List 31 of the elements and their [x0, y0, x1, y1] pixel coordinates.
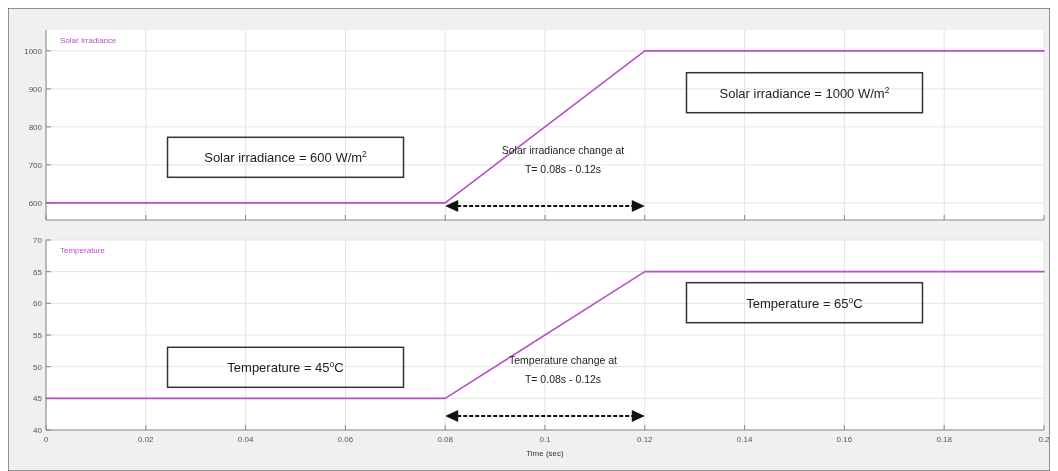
annotation: Temperature = 45$^{o}$C	[227, 359, 344, 376]
text: Temperature	[60, 246, 106, 255]
y-tick-label: 900	[28, 84, 43, 94]
text: Solar Irradiance	[60, 36, 118, 45]
x-tick-label: 0.04	[237, 435, 254, 444]
y-tick-label: 700	[28, 160, 43, 170]
y-tick-label: 45	[33, 394, 43, 404]
y-tick-label: 70	[33, 236, 43, 245]
x-axis-title: Time (sec)	[526, 449, 565, 458]
x-tick-label: 0.1	[539, 435, 552, 444]
annotation: Temperature = 65$^{o}$C	[746, 294, 863, 311]
y-tick-label: 600	[28, 198, 43, 208]
y-tick-label: 60	[33, 299, 43, 309]
annotation: Solar irradiance = 1000 W/m$^{2}$	[719, 84, 890, 101]
x-tick-label: 0.08	[437, 435, 454, 444]
x-tick-label: 0.18	[936, 435, 953, 444]
x-tick-label: 0.2	[1038, 435, 1051, 444]
x-tick-label: 0.12	[637, 435, 654, 444]
x-tick-label: 0.16	[836, 435, 853, 444]
y-tick-label: 800	[28, 122, 43, 132]
x-tick-label: 0.14	[736, 435, 753, 444]
annotation: Temperature change at T= 0.08s - 0.12s	[509, 354, 618, 386]
x-tick-label: 0.02	[138, 435, 155, 444]
annotation: Solar irradiance = 600 W/m$^{2}$	[204, 149, 368, 166]
x-tick-label: 0	[43, 435, 49, 444]
y-tick-label: 55	[33, 331, 43, 340]
y-tick-label: 40	[33, 426, 43, 435]
x-tick-label: 0.06	[337, 435, 354, 444]
y-tick-label: 1000	[24, 46, 43, 56]
y-tick-label: 65	[33, 267, 43, 277]
y-tick-label: 50	[33, 362, 43, 372]
